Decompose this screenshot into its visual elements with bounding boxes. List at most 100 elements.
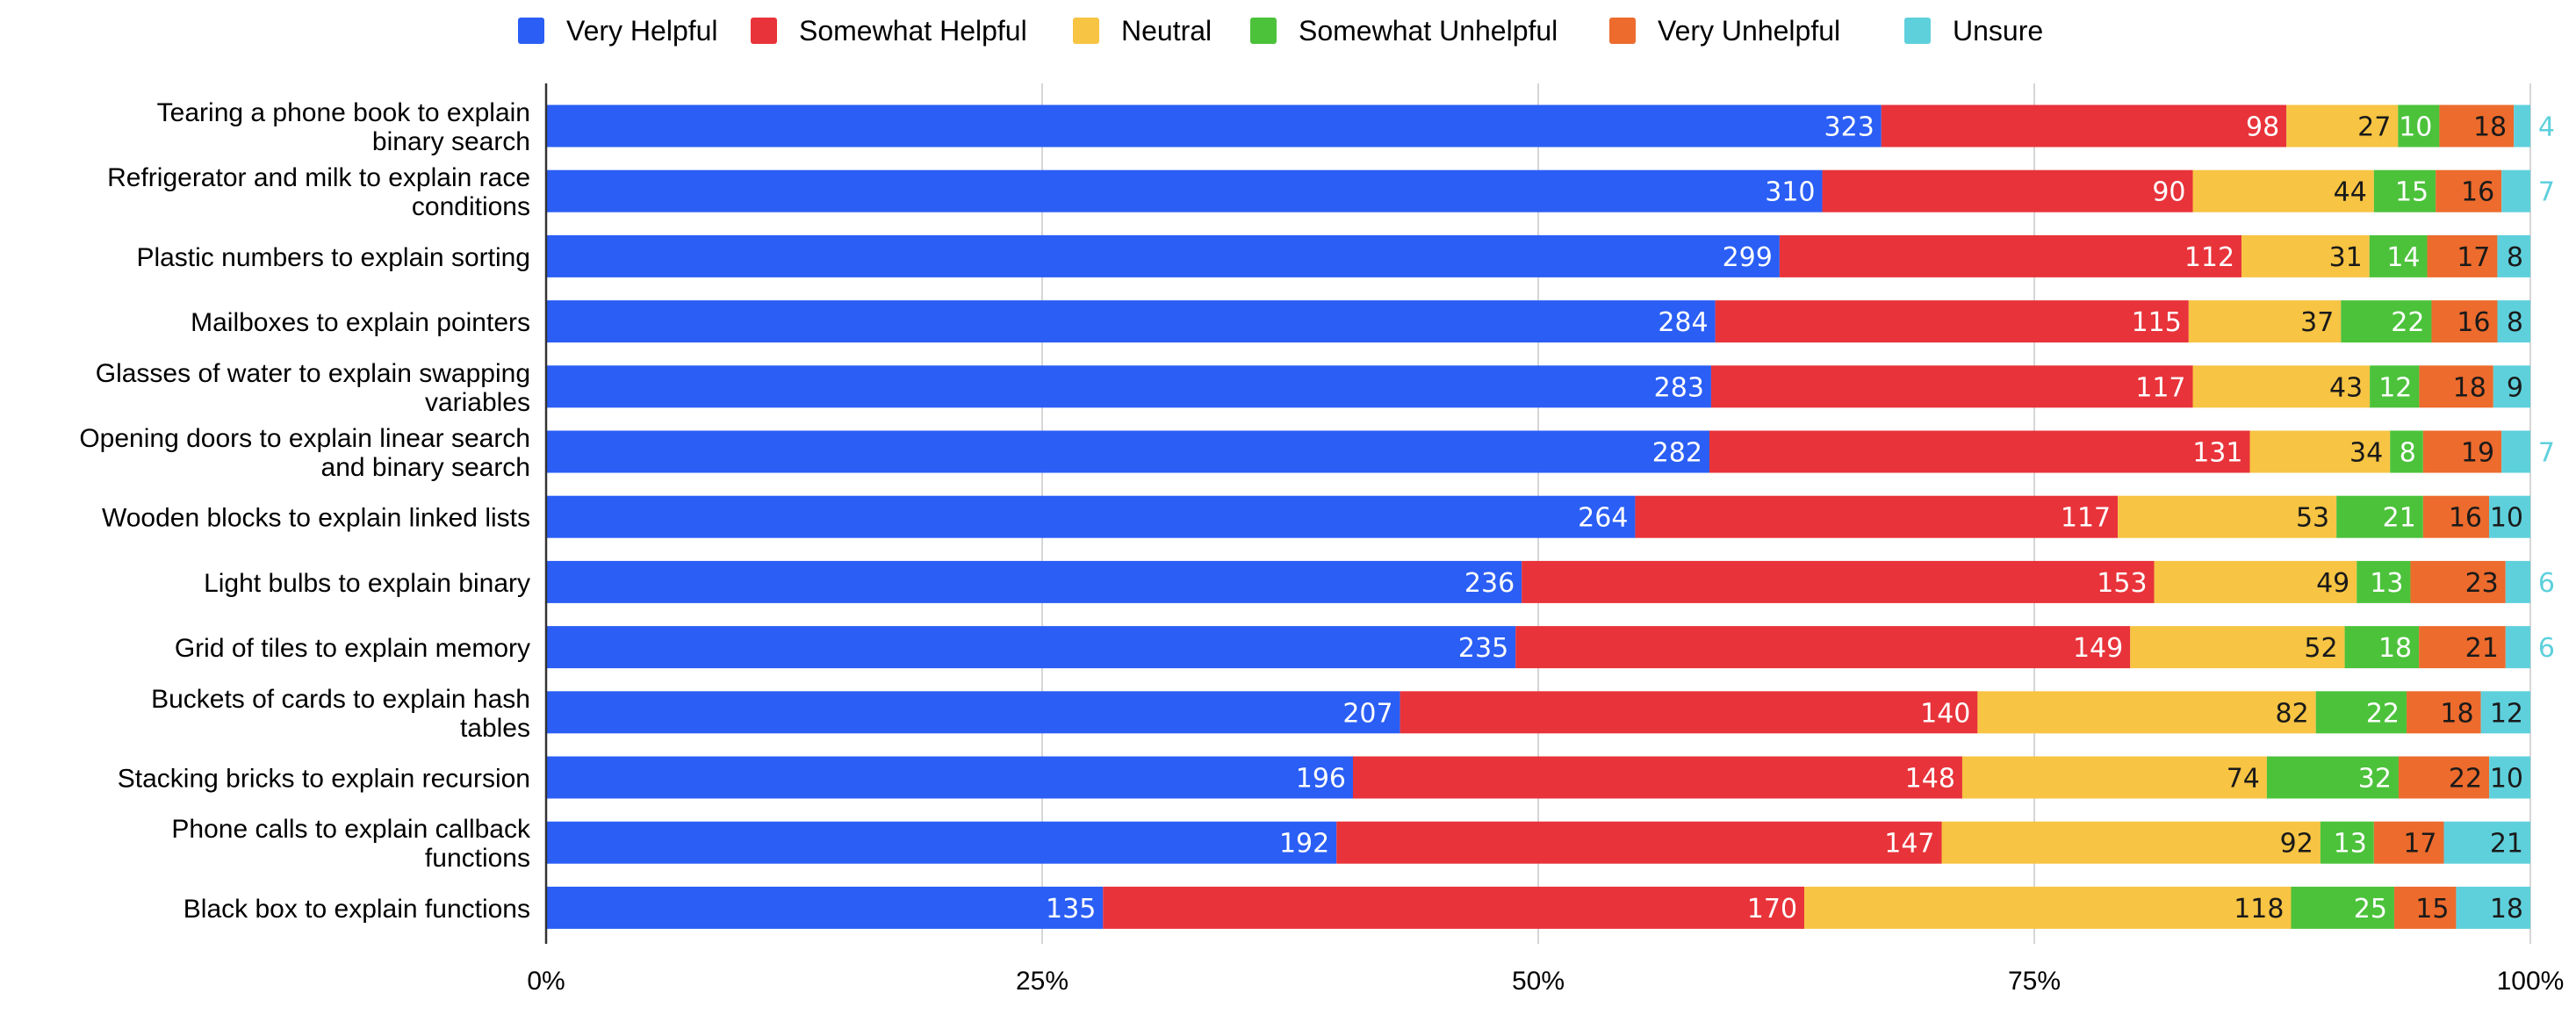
bar-segment-neutral <box>2192 169 2374 212</box>
bar-segment-unsure <box>2501 430 2530 473</box>
bar-segment-somewhat-unhelpful <box>2320 821 2374 864</box>
bar-value-label: 8 <box>2400 438 2416 469</box>
bar-segment-unsure <box>2493 365 2530 408</box>
bar-value-label: 264 <box>1578 503 1628 534</box>
bar-segment-very-helpful <box>546 365 1711 408</box>
bar-segment-unsure <box>2497 234 2530 277</box>
bar-segment-very-unhelpful <box>2407 691 2481 734</box>
bar-segment-unsure <box>2489 756 2530 799</box>
category-label: Grid of tiles to explain memory <box>175 634 530 663</box>
bar-row-13: 135 170 118 25 15 18 <box>546 886 2530 929</box>
bar-value-label: 44 <box>2334 177 2367 208</box>
bar-segment-neutral <box>1804 886 2292 929</box>
bar-row-1: 323 98 27 10 18 4 <box>546 104 2555 148</box>
bar-segment-very-helpful <box>546 560 1522 603</box>
bar-value-label: 16 <box>2457 307 2490 338</box>
bar-value-label: 90 <box>2152 177 2185 208</box>
bar-value-label: 117 <box>2135 372 2185 403</box>
bar-value-label: 149 <box>2073 633 2123 664</box>
bar-row-11: 196 148 74 32 22 10 <box>546 756 2530 799</box>
bar-segment-very-unhelpful <box>2373 821 2444 864</box>
bar-value-label: 13 <box>2334 829 2367 860</box>
bar-segment-neutral <box>2154 560 2357 603</box>
bar-value-label: 52 <box>2304 633 2337 664</box>
category-label: Black box to explain functions <box>183 895 530 924</box>
bar-value-label: 310 <box>1765 177 1815 208</box>
bar-value-label: 10 <box>2490 764 2523 795</box>
bar-value-label: 18 <box>2378 633 2412 664</box>
bar-value-label: 27 <box>2357 112 2391 143</box>
bar-segment-somewhat-helpful <box>1103 886 1805 929</box>
bar-value-label: 21 <box>2465 633 2499 664</box>
bar-segment-somewhat-helpful <box>1779 234 2242 277</box>
category-label: Wooden blocks to explain linked lists <box>102 504 530 533</box>
bar-value-label: 19 <box>2461 438 2494 469</box>
bar-segment-very-helpful <box>546 691 1400 734</box>
bar-value-label: 10 <box>2490 503 2523 534</box>
legend-label-very-unhelpful: Very Unhelpful <box>1658 15 1840 47</box>
bar-row-2: 310 90 44 15 16 7 <box>546 169 2555 212</box>
bar-value-label: 7 <box>2538 177 2555 208</box>
bar-segment-unsure <box>2443 821 2530 864</box>
bar-value-label: 15 <box>2415 894 2449 925</box>
bar-segment-somewhat-helpful <box>1881 104 2287 148</box>
bar-value-label: 115 <box>2132 307 2182 338</box>
x-tick-label: 0% <box>527 967 565 996</box>
bars: 323 98 27 10 18 4 310 90 44 15 16 7 299 112 31 14 17 8 284… <box>546 104 2555 929</box>
category-labels: Tearing a phone book to explain binary se… <box>79 98 531 924</box>
category-label: Refrigerator and milk to explain race con… <box>107 163 530 221</box>
bar-segment-somewhat-unhelpful <box>2390 430 2423 473</box>
legend-swatch-neutral <box>1073 18 1099 44</box>
bar-value-label: 18 <box>2473 112 2507 143</box>
legend-swatch-very-unhelpful <box>1609 18 1636 44</box>
bar-value-label: 18 <box>2453 372 2486 403</box>
bar-segment-somewhat-helpful <box>1709 430 2250 473</box>
bar-segment-very-helpful <box>546 821 1337 864</box>
bar-segment-somewhat-unhelpful <box>2373 169 2436 212</box>
bar-value-label: 284 <box>1658 307 1708 338</box>
legend-label-neutral: Neutral <box>1121 15 1212 47</box>
bar-row-3: 299 112 31 14 17 8 <box>546 234 2530 277</box>
bar-value-label: 299 <box>1723 242 1773 273</box>
bar-segment-neutral <box>2241 234 2370 277</box>
bar-value-label: 21 <box>2490 829 2523 860</box>
category-label: Mailboxes to explain pointers <box>191 308 530 337</box>
category-label: Light bulbs to explain binary <box>204 569 530 598</box>
bar-value-label: 15 <box>2395 177 2428 208</box>
category-label: Glasses of water to explain swapping vari… <box>96 359 530 417</box>
bar-segment-neutral <box>2130 626 2345 669</box>
legend-label-very-helpful: Very Helpful <box>566 15 718 47</box>
bar-value-label: 23 <box>2465 568 2499 599</box>
bar-segment-very-helpful <box>546 234 1780 277</box>
bar-value-label: 235 <box>1458 633 1508 664</box>
bar-value-label: 192 <box>1279 829 1329 860</box>
x-axis: 0% 25% 50% 75% 100% <box>527 83 2564 996</box>
bar-segment-very-unhelpful <box>2422 495 2490 538</box>
bar-row-12: 192 147 92 13 17 21 <box>546 821 2530 864</box>
legend-swatch-somewhat-helpful <box>751 18 777 44</box>
bar-segment-somewhat-helpful <box>1715 300 2189 343</box>
bar-value-label: 16 <box>2461 177 2494 208</box>
bar-segment-somewhat-helpful <box>1400 691 1978 734</box>
bar-value-label: 22 <box>2449 764 2482 795</box>
legend-swatch-somewhat-unhelpful <box>1250 18 1277 44</box>
bar-value-label: 34 <box>2349 438 2383 469</box>
bar-value-label: 282 <box>1652 438 1702 469</box>
bar-value-label: 74 <box>2227 764 2260 795</box>
bar-value-label: 82 <box>2275 698 2308 729</box>
bar-segment-very-helpful <box>546 626 1516 669</box>
bar-segment-neutral <box>2192 365 2371 408</box>
bar-segment-somewhat-unhelpful <box>2344 626 2420 669</box>
bar-segment-very-unhelpful <box>2431 300 2498 343</box>
bar-value-label: 6 <box>2538 633 2555 664</box>
bar-value-label: 43 <box>2329 372 2363 403</box>
bar-segment-somewhat-unhelpful <box>2398 104 2440 148</box>
bar-row-8: 236 153 49 13 23 6 <box>546 560 2555 603</box>
bar-value-label: 37 <box>2300 307 2334 338</box>
bar-value-label: 7 <box>2538 438 2555 469</box>
bar-value-label: 135 <box>1046 894 1096 925</box>
legend: Very Helpful Somewhat Helpful Neutral Somew… <box>518 15 2043 47</box>
bar-segment-very-unhelpful <box>2393 886 2457 929</box>
legend-swatch-very-helpful <box>518 18 544 44</box>
